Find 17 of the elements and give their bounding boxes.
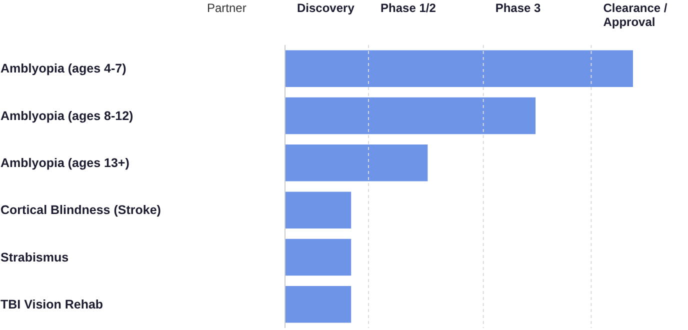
text: Phase 1/2 bbox=[380, 1, 436, 15]
y-tick-label: Strabismus bbox=[0, 250, 69, 264]
y-tick-label: Cortical Blindness (Stroke) bbox=[0, 203, 161, 218]
bar bbox=[285, 238, 352, 276]
bar bbox=[285, 286, 352, 323]
y-tick-label: Amblyopia (ages 4-7) bbox=[0, 62, 126, 76]
text: Discovery bbox=[297, 1, 355, 15]
y-tick-label: Amblyopia (ages 8-12) bbox=[0, 108, 134, 123]
bar bbox=[285, 144, 428, 182]
bar bbox=[285, 97, 536, 134]
text: Clearance / Approval bbox=[603, 1, 668, 29]
y-tick-label: Amblyopia (ages 13+) bbox=[0, 156, 130, 170]
y-tick-label: TBI Vision Rehab bbox=[0, 297, 104, 312]
bar bbox=[285, 50, 633, 87]
text: Phase 3 bbox=[495, 1, 542, 15]
text: Partner bbox=[207, 1, 246, 15]
bar bbox=[285, 192, 352, 228]
